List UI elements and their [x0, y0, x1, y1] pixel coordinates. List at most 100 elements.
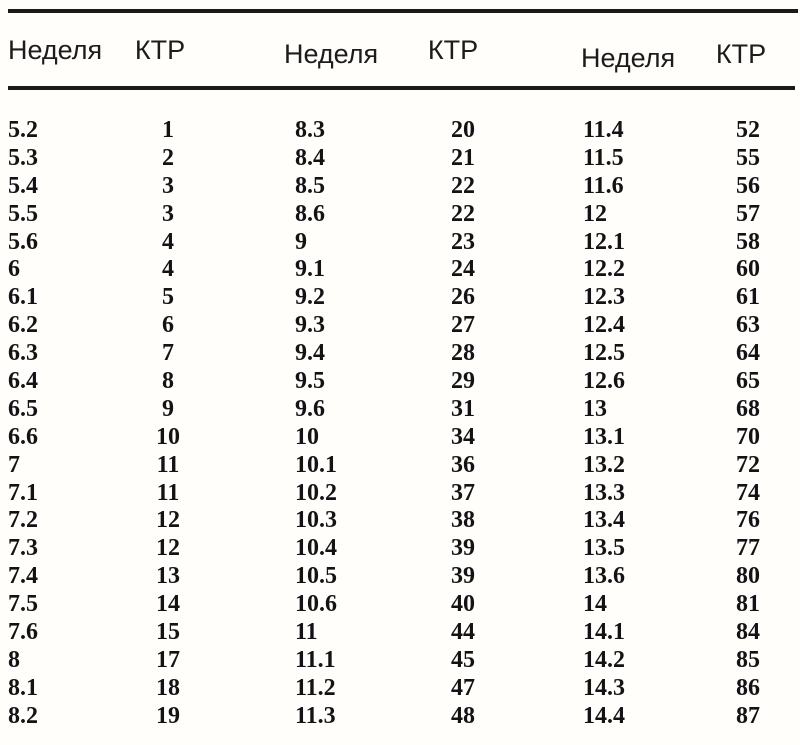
week-cell: 8.6 — [295, 200, 325, 227]
week-cell: 12.6 — [583, 368, 625, 395]
header-ktr-3: КТР — [715, 39, 767, 69]
table-header-row: Неделя КТР Неделя КТР Неделя КТР — [0, 30, 800, 73]
week-cell: 5.5 — [8, 200, 38, 227]
week-cell: 10.6 — [295, 591, 337, 618]
week-cell: 12.5 — [583, 340, 625, 367]
ktr-cell: 76 — [736, 507, 760, 534]
ktr-cell: 58 — [736, 228, 760, 255]
week-cell: 10.2 — [295, 479, 337, 506]
week-cell: 7.6 — [8, 619, 38, 646]
week-cell: 5.2 — [8, 117, 38, 143]
table-row: 8 17 11.1 45 14.2 85 — [0, 647, 800, 675]
week-cell: 14.2 — [583, 646, 625, 673]
table-row: 8.2 19 11.3 48 14.4 87 — [0, 703, 800, 731]
ktr-cell: 65 — [736, 368, 760, 395]
ktr-cell: 80 — [736, 563, 760, 590]
ktr-cell: 23 — [451, 228, 475, 255]
ktr-cell: 4 — [162, 228, 174, 255]
week-cell: 13.1 — [583, 423, 625, 450]
week-cell: 6 — [8, 256, 20, 283]
week-cell: 13 — [583, 395, 607, 422]
table-row: 5.6 4 9 23 12.1 58 — [0, 229, 800, 257]
week-cell: 14.1 — [583, 619, 625, 646]
ktr-cell: 39 — [451, 535, 475, 562]
ktr-cell: 7 — [162, 340, 174, 367]
ktr-cell: 6 — [162, 312, 174, 339]
week-cell: 9.2 — [295, 284, 325, 311]
ktr-cell: 3 — [162, 200, 174, 227]
table-row: 7 11 10.1 36 13.2 72 — [0, 452, 800, 480]
week-cell: 6.5 — [8, 395, 38, 422]
week-cell: 14.4 — [583, 702, 625, 729]
ktr-cell: 85 — [736, 646, 760, 673]
week-cell: 6.4 — [8, 368, 38, 395]
week-cell: 13.5 — [583, 535, 625, 562]
table-row: 7.3 12 10.4 39 13.5 77 — [0, 535, 800, 563]
week-cell: 11.6 — [583, 172, 624, 199]
week-cell: 11.2 — [295, 674, 336, 701]
ktr-cell: 19 — [156, 702, 180, 729]
ktr-cell: 36 — [451, 451, 475, 478]
table-row: 6.3 7 9.4 28 12.5 64 — [0, 340, 800, 368]
table-header-rule — [8, 86, 795, 90]
ktr-cell: 21 — [451, 144, 475, 171]
ktr-cell: 17 — [156, 646, 180, 673]
ktr-cell: 34 — [451, 423, 475, 450]
table-row: 5.2 1 8.3 20 11.4 52 — [0, 117, 800, 145]
week-cell: 12.2 — [583, 256, 625, 283]
week-cell: 6.2 — [8, 312, 38, 339]
ktr-cell: 22 — [451, 200, 475, 227]
ktr-cell: 68 — [736, 395, 760, 422]
week-cell: 12 — [583, 200, 607, 227]
week-cell: 14 — [583, 591, 607, 618]
table-top-rule — [8, 9, 798, 13]
ktr-cell: 47 — [451, 674, 475, 701]
ktr-cell: 11 — [156, 451, 180, 478]
ktr-cell: 13 — [156, 563, 180, 590]
week-cell: 10 — [295, 423, 319, 450]
header-ktr-2: КТР — [427, 35, 479, 65]
week-cell: 11 — [295, 619, 318, 646]
ktr-cell: 10 — [156, 423, 180, 450]
week-cell: 9.4 — [295, 340, 325, 367]
header-ktr-1: КТР — [134, 35, 186, 65]
week-cell: 12.3 — [583, 284, 625, 311]
ktr-cell: 77 — [736, 535, 760, 562]
ktr-cell: 86 — [736, 674, 760, 701]
week-cell: 7.5 — [8, 591, 38, 618]
week-cell: 14.3 — [583, 674, 625, 701]
week-cell: 9.3 — [295, 312, 325, 339]
table-row: 6.2 6 9.3 27 12.4 63 — [0, 312, 800, 340]
ktr-cell: 39 — [451, 563, 475, 590]
ktr-cell: 18 — [156, 674, 180, 701]
week-cell: 8.4 — [295, 144, 325, 171]
table-row: 5.5 3 8.6 22 12 57 — [0, 201, 800, 229]
ktr-cell: 26 — [451, 284, 475, 311]
week-cell: 6.6 — [8, 423, 38, 450]
ktr-cell: 24 — [451, 256, 475, 283]
table-row: 8.1 18 11.2 47 14.3 86 — [0, 675, 800, 703]
week-cell: 11.5 — [583, 144, 624, 171]
ktr-cell: 63 — [736, 312, 760, 339]
week-cell: 7.1 — [8, 479, 38, 506]
table-body: 5.2 1 8.3 20 11.4 52 5.3 2 8.4 21 11.5 55 5.4 3 8.5 22 1… — [0, 117, 800, 731]
ktr-cell: 56 — [736, 172, 760, 199]
table-row: 7.1 11 10.2 37 13.3 74 — [0, 480, 800, 508]
ktr-cell: 29 — [451, 368, 475, 395]
week-cell: 9.5 — [295, 368, 325, 395]
ktr-cell: 1 — [162, 117, 174, 143]
week-cell: 9 — [295, 228, 307, 255]
table-row: 5.3 2 8.4 21 11.5 55 — [0, 145, 800, 173]
ktr-cell: 4 — [162, 256, 174, 283]
week-cell: 13.2 — [583, 451, 625, 478]
table-row: 6.6 10 10 34 13.1 70 — [0, 424, 800, 452]
week-cell: 5.6 — [8, 228, 38, 255]
week-cell: 5.3 — [8, 144, 38, 171]
ktr-cell: 38 — [451, 507, 475, 534]
week-cell: 10.1 — [295, 451, 337, 478]
ktr-cell: 74 — [736, 479, 760, 506]
week-cell: 13.6 — [583, 563, 625, 590]
week-cell: 11.3 — [295, 702, 336, 729]
ktr-cell: 5 — [162, 284, 174, 311]
